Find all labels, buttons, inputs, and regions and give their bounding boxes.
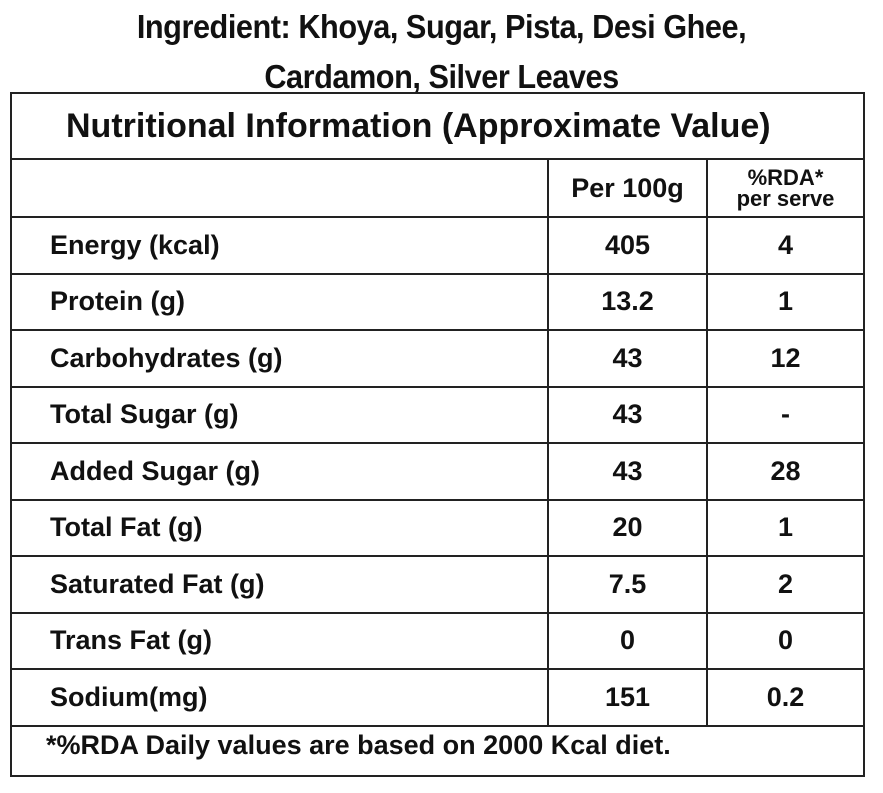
rda-value: - [706,386,863,444]
rda-value: 0.2 [706,669,863,727]
header-per-100g: Per 100g [547,160,707,218]
table-header-row: Per 100g %RDA* per serve [12,160,863,218]
header-nutrient [12,160,548,218]
ingredients-line-1: Ingredient: Khoya, Sugar, Pista, Desi Gh… [136,8,747,45]
table-row: Total Fat (g) 20 1 [12,499,863,557]
per-100g-value: 0 [547,612,707,670]
table-row: Saturated Fat (g) 7.5 2 [12,556,863,614]
ingredients-line-2: Cardamon, Silver Leaves [264,58,619,95]
nutrition-panel: Nutritional Information (Approximate Val… [10,92,865,777]
table-row: Carbohydrates (g) 43 12 [12,330,863,388]
rda-footnote: *%RDA Daily values are based on 2000 Kca… [46,730,671,760]
table-row: Total Sugar (g) 43 - [12,386,863,444]
rda-value: 2 [706,556,863,614]
table-row: Energy (kcal) 405 4 [12,217,863,275]
rda-value: 0 [706,612,863,670]
per-100g-value: 13.2 [547,273,707,331]
header-rda: %RDA* per serve [706,160,863,218]
nutrient-name: Carbohydrates (g) [12,330,548,388]
table-row: Added Sugar (g) 43 28 [12,443,863,501]
per-100g-value: 43 [547,386,707,444]
ingredients-text: Ingredient: Khoya, Sugar, Pista, Desi Gh… [31,2,852,102]
per-100g-value: 405 [547,217,707,275]
per-100g-value: 151 [547,669,707,727]
rda-value: 4 [706,217,863,275]
nutrient-name: Protein (g) [12,273,548,331]
table-row: Trans Fat (g) 0 0 [12,612,863,670]
header-rda-line-2: per serve [736,186,835,211]
per-100g-value: 43 [547,443,707,501]
rda-value: 28 [706,443,863,501]
nutrient-name: Total Fat (g) [12,499,548,557]
per-100g-value: 43 [547,330,707,388]
per-100g-value: 7.5 [547,556,707,614]
nutrient-name: Saturated Fat (g) [12,556,548,614]
table-row: Sodium(mg) 151 0.2 [12,669,863,727]
rda-value: 12 [706,330,863,388]
nutrient-name: Energy (kcal) [12,217,548,275]
nutrient-name: Added Sugar (g) [12,443,548,501]
header-rda-line-1: %RDA* [747,165,824,190]
rda-value: 1 [706,273,863,331]
rda-value: 1 [706,499,863,557]
nutrient-name: Sodium(mg) [12,669,548,727]
nutrition-table: Per 100g %RDA* per serve Energy (kcal) 4… [12,160,863,727]
nutrient-name: Trans Fat (g) [12,612,548,670]
table-row: Protein (g) 13.2 1 [12,273,863,331]
nutrition-title: Nutritional Information (Approximate Val… [12,94,863,160]
nutrient-name: Total Sugar (g) [12,386,548,444]
per-100g-value: 20 [547,499,707,557]
